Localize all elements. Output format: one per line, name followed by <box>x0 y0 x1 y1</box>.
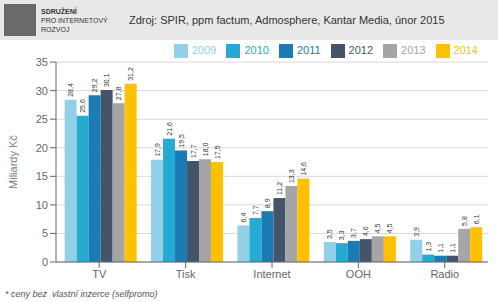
html-text:2010: 2010 <box>244 44 269 56</box>
svg-text:20: 20 <box>36 142 48 154</box>
svg-text:25,6: 25,6 <box>79 99 86 113</box>
svg-text:TV: TV <box>92 268 107 280</box>
svg-text:15: 15 <box>36 170 48 182</box>
svg-text:14,6: 14,6 <box>300 162 307 176</box>
svg-text:30,1: 30,1 <box>103 73 110 87</box>
svg-text:7,7: 7,7 <box>252 205 259 215</box>
svg-text:8,9: 8,9 <box>264 198 271 208</box>
svg-text:3,7: 3,7 <box>350 228 357 238</box>
html-text:PRO INTERNETOVÝ: PRO INTERNETOVÝ <box>41 16 108 24</box>
svg-text:3,3: 3,3 <box>338 230 345 240</box>
svg-text:11,2: 11,2 <box>276 182 283 195</box>
svg-text:Radio: Radio <box>430 268 459 280</box>
svg-text:17,9: 17,9 <box>154 143 161 157</box>
svg-text:18,0: 18,0 <box>202 142 209 156</box>
svg-text:5: 5 <box>42 227 48 239</box>
svg-text:21,6: 21,6 <box>166 122 173 136</box>
svg-text:1,1: 1,1 <box>449 243 456 253</box>
svg-text:OOH: OOH <box>346 268 371 280</box>
svg-text:4,0: 4,0 <box>362 226 369 236</box>
svg-text:Tisk: Tisk <box>176 268 196 280</box>
html-text:Zdroj: SPIR, ppm factum, Admos: Zdroj: SPIR, ppm factum, Admosphere, Kan… <box>129 14 445 26</box>
svg-text:17,5: 17,5 <box>214 145 221 159</box>
svg-text:6,4: 6,4 <box>240 213 247 223</box>
svg-text:35: 35 <box>36 56 48 68</box>
svg-text:Internet: Internet <box>253 268 290 280</box>
svg-text:5,8: 5,8 <box>461 216 468 226</box>
svg-text:30: 30 <box>36 85 48 97</box>
html-text:2013: 2013 <box>401 44 426 56</box>
svg-text:3,9: 3,9 <box>413 227 420 237</box>
svg-text:3,5: 3,5 <box>326 229 333 239</box>
svg-text:Miliardy Kč: Miliardy Kč <box>8 135 19 189</box>
svg-text:25: 25 <box>36 113 48 125</box>
svg-text:29,2: 29,2 <box>91 78 98 92</box>
svg-text:19,5: 19,5 <box>178 134 185 148</box>
html-text:2012: 2012 <box>348 44 373 56</box>
html-text:2009: 2009 <box>191 44 217 56</box>
html-text:SDRUŽENÍ: SDRUŽENÍ <box>41 7 77 15</box>
svg-text:17,7: 17,7 <box>190 144 197 158</box>
svg-text:4,5: 4,5 <box>374 223 381 233</box>
svg-text:31,2: 31,2 <box>127 67 134 81</box>
svg-text:28,4: 28,4 <box>67 83 74 97</box>
svg-text:10: 10 <box>36 199 48 211</box>
svg-text:1,3: 1,3 <box>425 242 432 252</box>
svg-text:4,5: 4,5 <box>386 223 393 233</box>
html-text:2011: 2011 <box>296 44 321 56</box>
svg-text:0: 0 <box>42 256 48 268</box>
html-text:ROZVOJ: ROZVOJ <box>41 25 70 33</box>
svg-text:27,8: 27,8 <box>115 86 122 100</box>
svg-text:6,1: 6,1 <box>473 214 480 224</box>
html-text:2014: 2014 <box>453 44 478 56</box>
svg-text:1,1: 1,1 <box>437 243 444 253</box>
html-text:* ceny bez vlastní inzerce (se: * ceny bez vlastní inzerce (selfpromo) <box>5 289 158 299</box>
svg-text:13,3: 13,3 <box>288 169 295 183</box>
